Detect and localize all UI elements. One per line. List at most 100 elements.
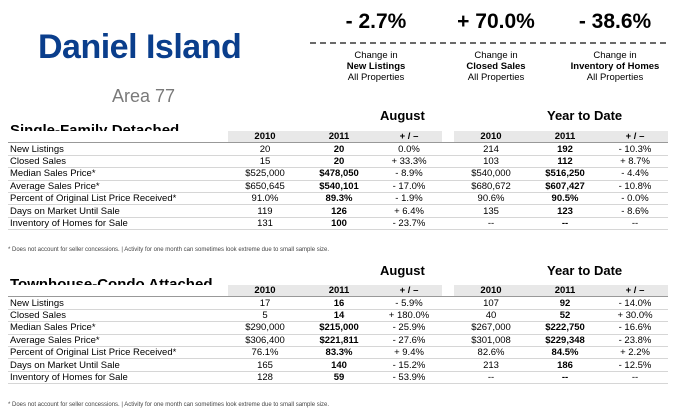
cell-month-2011: $215,000 [302, 321, 376, 335]
col-2011: 2011 [528, 285, 602, 298]
table-row: New Listings 17 16 - 5.9% 107 92 - 14.0% [8, 296, 668, 310]
row-label: Average Sales Price* [8, 334, 228, 347]
cell-month-2010: $650,645 [228, 180, 302, 193]
area-title: Daniel Island [38, 28, 242, 66]
table-row: Inventory of Homes for Sale 128 59 - 53.… [8, 371, 668, 385]
col-2010: 2010 [454, 131, 528, 144]
table-row: Median Sales Price* $290,000 $215,000 - … [8, 321, 668, 335]
table-row: Closed Sales 15 20 + 33.3% 103 112 + 8.7… [8, 155, 668, 169]
cell-ytd-change: -- [602, 371, 668, 385]
cell-ytd-2011: -- [528, 217, 602, 231]
cell-ytd-2010: 213 [454, 358, 528, 372]
cell-ytd-2010: 107 [454, 296, 528, 310]
stat-line3: All Properties [467, 72, 525, 83]
col-change: + / – [602, 285, 668, 298]
row-label: Days on Market Until Sale [8, 204, 228, 218]
cell-month-2011: 140 [302, 358, 376, 372]
cell-month-2011: 100 [302, 217, 376, 231]
cell-month-change: - 53.9% [376, 371, 442, 385]
cell-month-2011: 14 [302, 309, 376, 323]
stats-divider [310, 42, 666, 44]
cell-ytd-2010: 40 [454, 309, 528, 323]
stat-line2: Closed Sales [466, 61, 526, 72]
cell-ytd-change: - 0.0% [602, 192, 668, 206]
cell-ytd-2010: $540,000 [454, 167, 528, 181]
stat-line2: Inventory of Homes [570, 61, 660, 72]
table-row: New Listings 20 20 0.0% 214 192 - 10.3% [8, 142, 668, 156]
col-2011: 2011 [528, 131, 602, 144]
cell-ytd-2010: $680,672 [454, 180, 528, 193]
cell-ytd-change: - 12.5% [602, 358, 668, 372]
stat-line3: All Properties [586, 72, 644, 83]
period-month: August [380, 108, 425, 123]
row-label: Inventory of Homes for Sale [8, 217, 228, 231]
stat-value: - 2.7% [345, 10, 407, 33]
row-label: Percent of Original List Price Received* [8, 346, 228, 360]
table-row: Percent of Original List Price Received*… [8, 346, 668, 360]
cell-ytd-change: -- [602, 217, 668, 231]
cell-month-change: - 27.6% [376, 334, 442, 347]
cell-ytd-2011: 192 [528, 142, 602, 156]
cell-ytd-2011: $222,750 [528, 321, 602, 335]
col-2010: 2010 [228, 285, 302, 298]
cell-month-2010: 119 [228, 204, 302, 218]
cell-month-2010: $290,000 [228, 321, 302, 335]
table-row: Closed Sales 5 14 + 180.0% 40 52 + 30.0% [8, 309, 668, 323]
cell-month-2010: 131 [228, 217, 302, 231]
cell-ytd-change: - 16.6% [602, 321, 668, 335]
cell-month-2011: 59 [302, 371, 376, 385]
cell-month-change: - 25.9% [376, 321, 442, 335]
stat-line1: Change in [593, 50, 637, 61]
cell-ytd-2010: 135 [454, 204, 528, 218]
cell-month-change: + 33.3% [376, 155, 442, 169]
cell-month-change: + 6.4% [376, 204, 442, 218]
cell-month-change: - 1.9% [376, 192, 442, 206]
cell-ytd-change: + 30.0% [602, 309, 668, 323]
cell-month-2011: $478,050 [302, 167, 376, 181]
cell-ytd-2011: 90.5% [528, 192, 602, 206]
cell-ytd-change: + 8.7% [602, 155, 668, 169]
cell-ytd-2010: $267,000 [454, 321, 528, 335]
cell-ytd-2011: -- [528, 371, 602, 385]
col-2011: 2011 [302, 131, 376, 144]
col-2010: 2010 [454, 285, 528, 298]
cell-ytd-2011: 186 [528, 358, 602, 372]
cell-ytd-2010: 82.6% [454, 346, 528, 360]
cell-month-2010: $306,400 [228, 334, 302, 347]
stat-value: - 38.6% [578, 10, 652, 33]
cell-month-2010: 5 [228, 309, 302, 323]
row-label: New Listings [8, 142, 228, 156]
footnote: * Does not account for seller concession… [8, 402, 330, 408]
row-label: Median Sales Price* [8, 167, 228, 181]
cell-ytd-2011: 112 [528, 155, 602, 169]
col-change: + / – [376, 131, 442, 144]
row-label: New Listings [8, 296, 228, 310]
cell-month-change: - 8.9% [376, 167, 442, 181]
cell-ytd-2011: 84.5% [528, 346, 602, 360]
cell-ytd-change: - 4.4% [602, 167, 668, 181]
period-month: August [380, 263, 425, 278]
table-row: Days on Market Until Sale 165 140 - 15.2… [8, 358, 668, 372]
cell-month-2010: $525,000 [228, 167, 302, 181]
footnote: * Does not account for seller concession… [8, 247, 330, 253]
col-change: + / – [602, 131, 668, 144]
cell-month-2010: 76.1% [228, 346, 302, 360]
period-ytd: Year to Date [547, 108, 623, 123]
col-change: + / – [376, 285, 442, 298]
cell-ytd-2011: 92 [528, 296, 602, 310]
table-row: Percent of Original List Price Received*… [8, 192, 668, 206]
table-townhouse-condo: 2010 2011 + / – 2010 2011 + / – New List… [8, 285, 668, 385]
row-label: Median Sales Price* [8, 321, 228, 335]
cell-ytd-change: + 2.2% [602, 346, 668, 360]
table-row: Median Sales Price* $525,000 $478,050 - … [8, 167, 668, 181]
row-label: Days on Market Until Sale [8, 358, 228, 372]
cell-ytd-2010: $301,008 [454, 334, 528, 347]
stat-line1: Change in [354, 50, 398, 61]
stat-new-listings: - 2.7% Change in New Listings All Proper… [313, 8, 439, 83]
cell-month-2010: 17 [228, 296, 302, 310]
table-row: Average Sales Price* $306,400 $221,811 -… [8, 334, 668, 347]
cell-ytd-2011: $229,348 [528, 334, 602, 347]
cell-month-change: + 9.4% [376, 346, 442, 360]
cell-month-2011: 83.3% [302, 346, 376, 360]
cell-month-2010: 128 [228, 371, 302, 385]
